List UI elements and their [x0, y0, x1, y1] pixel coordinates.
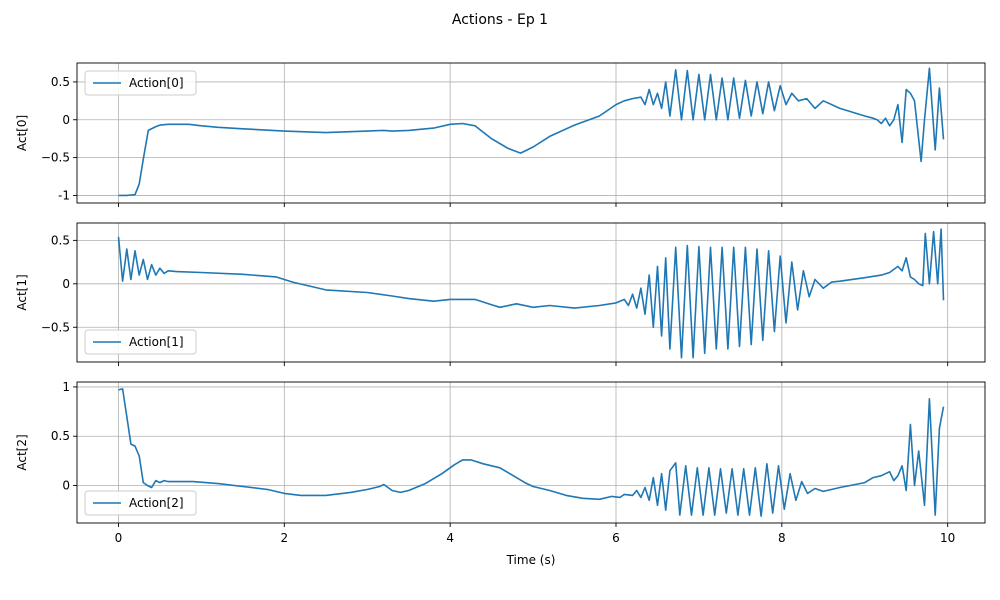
series-line-Action[0] — [118, 67, 945, 197]
legend-label: Action[0] — [129, 76, 184, 90]
figure-title: Actions - Ep 1 — [452, 12, 548, 28]
x-tick-label: 6 — [612, 531, 620, 545]
legend-box — [84, 70, 197, 96]
series-line-Action[1] — [117, 228, 945, 359]
legend-label: Action[2] — [129, 496, 184, 510]
legend: Action[1] — [84, 329, 197, 355]
x-tick-label: 10 — [940, 531, 955, 545]
y-tick-label: 0.5 — [51, 75, 70, 89]
legend-box — [84, 329, 197, 355]
y-tick-label: 1 — [62, 380, 70, 394]
series-line-Action[2] — [118, 388, 945, 517]
x-axis-label: Time (s) — [506, 553, 556, 567]
y-tick-label: −0.5 — [41, 151, 70, 165]
y-tick-label: -1 — [58, 188, 70, 202]
y-tick-label: 0 — [62, 113, 70, 127]
subplot-0: -1 −0.5 0 0.5 Act[0] Action[0] — [15, 62, 986, 207]
x-tick-label: 4 — [446, 531, 454, 545]
y-tick-label: −0.5 — [41, 320, 70, 334]
y-axis-label: Act[0] — [15, 115, 29, 151]
x-tick-label: 8 — [778, 531, 786, 545]
x-tick-label: 0 — [115, 531, 123, 545]
subplot-1: −0.5 0 0.5 Act[1] Action[1] — [15, 222, 986, 366]
legend: Action[2] — [84, 490, 197, 516]
y-tick-label: 0 — [62, 277, 70, 291]
y-tick-label: 0 — [62, 479, 70, 493]
y-tick-label: 0.5 — [51, 429, 70, 443]
legend-box — [84, 490, 197, 516]
axes-frame — [76, 381, 986, 524]
legend: Action[0] — [84, 70, 197, 96]
axes-frame — [76, 222, 986, 363]
y-axis-label: Act[2] — [15, 434, 29, 470]
axes-frame — [76, 62, 986, 204]
legend-label: Action[1] — [129, 335, 184, 349]
y-axis-label: Act[1] — [15, 274, 29, 310]
y-tick-label: 0.5 — [51, 233, 70, 247]
x-tick-label: 2 — [280, 531, 288, 545]
